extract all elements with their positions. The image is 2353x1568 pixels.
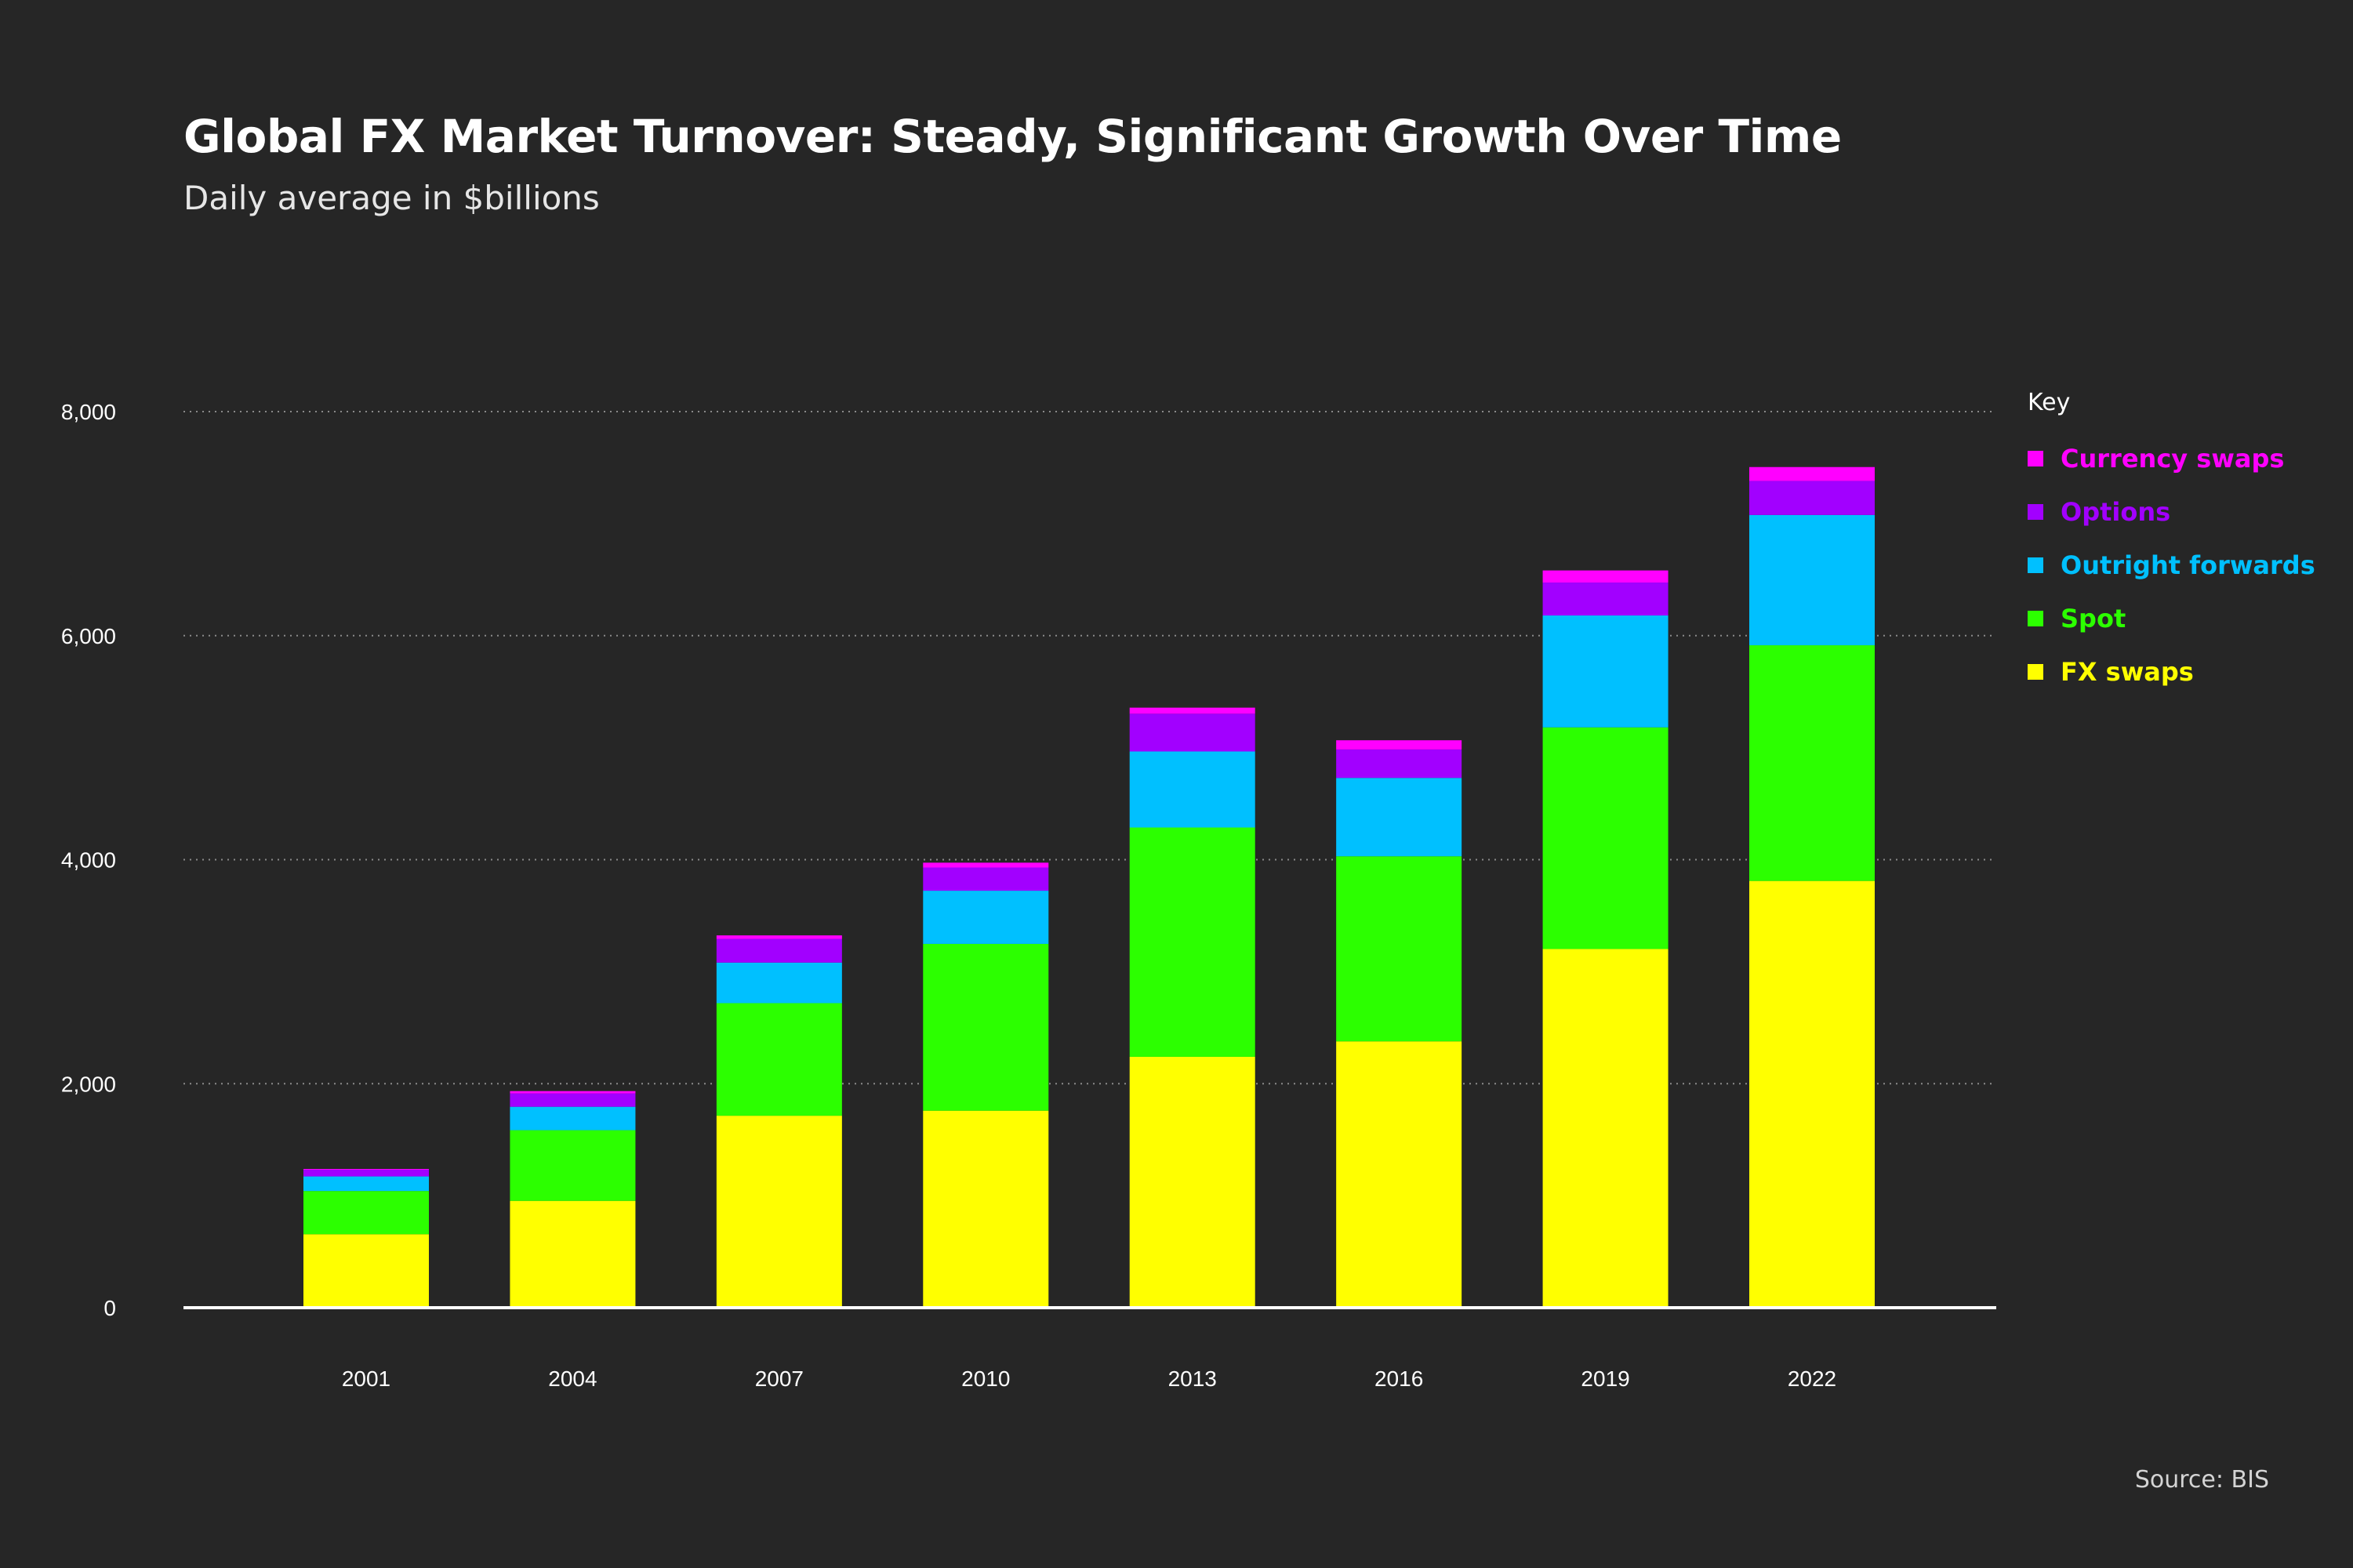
bar-segment-options	[1129, 713, 1255, 752]
bar-segment-fx-swaps	[303, 1234, 429, 1308]
bar-segment-fx-swaps	[1129, 1056, 1255, 1308]
bar-segment-options	[510, 1093, 636, 1107]
bar-segment-options	[1749, 481, 1875, 515]
source-note: Source: BIS	[2134, 1466, 2269, 1494]
bar-segment-spot	[1336, 856, 1462, 1042]
legend-label: Outright forwards	[2061, 550, 2315, 580]
bar-segment-outright-forwards	[923, 891, 1049, 944]
bar-segment-options	[1336, 749, 1462, 779]
bar-segment-fx-swaps	[510, 1200, 636, 1308]
gridlines	[183, 411, 1996, 1085]
bar-stack-2016	[1336, 740, 1462, 1308]
legend-swatch	[2028, 664, 2043, 680]
bar-stack-2004	[510, 1091, 636, 1308]
x-tick-label: 2007	[755, 1367, 804, 1391]
y-tick-label: 8,000	[61, 400, 116, 424]
bar-segment-spot	[1542, 727, 1669, 949]
bar-stack-2019	[1542, 570, 1669, 1308]
bar-segment-spot	[303, 1191, 429, 1235]
x-tick-label: 2010	[961, 1367, 1010, 1391]
bar-segment-fx-swaps	[1336, 1041, 1462, 1308]
bar-segment-outright-forwards	[1749, 514, 1875, 646]
legend-item-currency-swaps: Currency swaps	[2028, 432, 2315, 485]
legend-swatch	[2028, 557, 2043, 573]
bar-segment-options	[923, 867, 1049, 891]
bar-segment-options	[303, 1169, 429, 1177]
bar-segment-spot	[923, 943, 1049, 1111]
bar-segment-spot	[716, 1003, 842, 1116]
bar-segment-currency-swaps	[1129, 707, 1255, 714]
bar-segment-options	[716, 938, 842, 963]
y-tick-label: 4,000	[61, 848, 116, 873]
bar-segment-outright-forwards	[1336, 778, 1462, 857]
legend-title: Key	[2028, 389, 2071, 416]
x-tick-label: 2013	[1168, 1367, 1217, 1391]
x-tick-label: 2016	[1374, 1367, 1423, 1391]
y-axis-ticks: 0 2,000 4,000 6,000 8,000	[61, 400, 116, 1320]
bar-segment-options	[1542, 583, 1669, 616]
chart-subtitle: Daily average in $billions	[183, 179, 600, 217]
legend-item-fx-swaps: FX swaps	[2028, 645, 2315, 699]
bar-segment-fx-swaps	[1749, 880, 1875, 1308]
bar-segment-spot	[1749, 645, 1875, 881]
bar-segment-currency-swaps	[1749, 466, 1875, 481]
bar-segment-currency-swaps	[510, 1091, 636, 1094]
legend-swatch	[2028, 504, 2043, 520]
bar-segment-currency-swaps	[923, 862, 1049, 868]
bar-segment-spot	[510, 1130, 636, 1201]
legend-item-outright-forwards: Outright forwards	[2028, 539, 2315, 592]
legend-items: Currency swaps Options Outright forwards Sp…	[2028, 432, 2315, 699]
x-tick-label: 2004	[548, 1367, 597, 1391]
x-tick-label: 2022	[1788, 1367, 1836, 1391]
legend: Key Currency swaps Options Outright forwar…	[2028, 389, 2315, 699]
bar-segment-spot	[1129, 827, 1255, 1057]
bar-stack-2010	[923, 862, 1049, 1308]
legend-item-options: Options	[2028, 485, 2315, 539]
bars	[303, 466, 1875, 1308]
bar-segment-outright-forwards	[510, 1106, 636, 1131]
bar-segment-currency-swaps	[303, 1168, 429, 1170]
bar-segment-outright-forwards	[1542, 615, 1669, 728]
bar-segment-currency-swaps	[716, 935, 842, 939]
legend-label: FX swaps	[2061, 657, 2194, 687]
y-tick-label: 6,000	[61, 624, 116, 648]
legend-label: Spot	[2061, 604, 2126, 633]
bar-stack-2007	[716, 935, 842, 1308]
bar-segment-outright-forwards	[1129, 751, 1255, 828]
legend-label: Currency swaps	[2061, 444, 2285, 474]
bar-stack-2022	[1749, 466, 1875, 1308]
bar-segment-fx-swaps	[1542, 949, 1669, 1308]
legend-swatch	[2028, 451, 2043, 466]
bar-stack-2013	[1129, 707, 1255, 1308]
x-tick-label: 2001	[342, 1367, 390, 1391]
x-tick-label: 2019	[1581, 1367, 1629, 1391]
chart-title: Global FX Market Turnover: Steady, Signi…	[183, 110, 1842, 163]
bar-stack-2001	[303, 1168, 429, 1308]
legend-swatch	[2028, 611, 2043, 626]
legend-item-spot: Spot	[2028, 592, 2315, 645]
bar-segment-fx-swaps	[923, 1110, 1049, 1308]
legend-label: Options	[2061, 497, 2171, 527]
bar-segment-fx-swaps	[716, 1116, 842, 1308]
bar-segment-currency-swaps	[1336, 740, 1462, 750]
y-tick-label: 2,000	[61, 1072, 116, 1096]
x-axis-ticks: 2001 2004 2007 2010 2013 2016 2019 2022	[342, 1367, 1836, 1391]
bar-segment-currency-swaps	[1542, 570, 1669, 583]
y-tick-label: 0	[103, 1296, 116, 1320]
bar-segment-outright-forwards	[716, 962, 842, 1004]
bar-segment-outright-forwards	[303, 1176, 429, 1192]
